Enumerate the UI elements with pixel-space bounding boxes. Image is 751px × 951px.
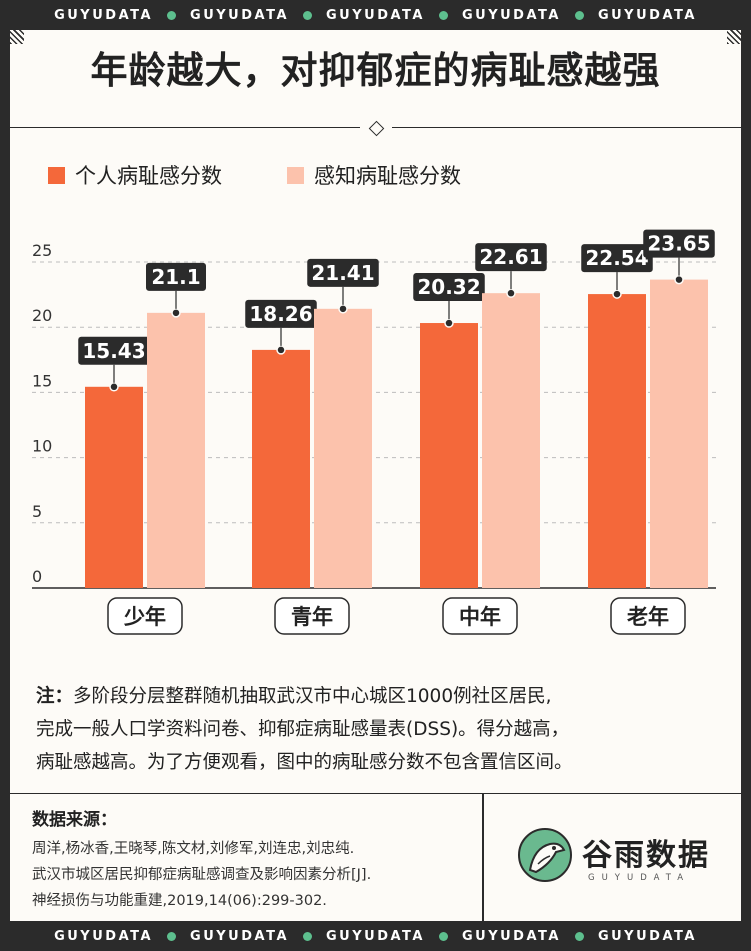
category-pill: [442, 597, 518, 635]
chart-card: 年龄越大，对抑郁症的病耻感越强 个人病耻感分数 感知病耻感分数 0 5 10 15 20…: [10, 30, 741, 921]
dot-icon: [574, 931, 584, 941]
strip-text: GUYUDATA: [597, 928, 697, 944]
strip-text: GUYUDATA: [190, 7, 290, 23]
strip-text: GUYUDATA: [326, 7, 425, 23]
bird-icon: [518, 828, 572, 882]
data-label-box: [245, 299, 317, 328]
bar: [420, 323, 478, 588]
source-line: 神经损伤与功能重建,2019,14(06):299-302.: [32, 893, 327, 909]
category-pill: [107, 597, 183, 635]
data-label: 23.65: [647, 232, 710, 256]
data-label: 22.61: [479, 245, 542, 269]
bar: [588, 294, 646, 588]
corner-hatch: [727, 30, 741, 44]
logo-name: 谷雨数据: [582, 838, 710, 873]
data-label: 15.43: [82, 339, 145, 363]
data-marker: [674, 274, 684, 285]
strip-text: GUYUDATA: [190, 928, 290, 944]
data-label: 18.26: [249, 302, 312, 326]
data-label: 21.41: [311, 261, 374, 285]
note-line: 病耻感越高。为了方便观看，图中的病耻感分数不包含置信区间。: [36, 752, 573, 773]
dot-icon: [303, 10, 313, 20]
data-label-box: [146, 262, 206, 291]
bar: [252, 349, 310, 588]
legend-label: 个人病耻感分数: [75, 164, 222, 188]
footer-divider: [482, 793, 484, 921]
data-marker: [109, 382, 119, 392]
x-tick-label: 青年: [291, 605, 333, 629]
y-tick-label: 15: [32, 371, 52, 390]
bar: [314, 308, 372, 588]
x-tick-label: 中年: [459, 605, 501, 629]
strip-text: GUYUDATA: [461, 928, 561, 944]
category-pill: [274, 597, 350, 635]
divider: [10, 127, 360, 128]
corner-hatch: [10, 30, 24, 44]
source-title: 数据来源：: [32, 810, 117, 830]
data-marker: [506, 288, 516, 298]
divider: [392, 127, 741, 128]
dot-icon: [574, 10, 584, 20]
bar: [147, 312, 205, 588]
note-label: 注：: [36, 686, 74, 707]
bar: [650, 279, 708, 588]
top-brand-strip: GUYUDATA GUYUDATA GUYUDATA GUYUDATA GUYU…: [0, 0, 751, 30]
y-tick-label: 5: [32, 502, 42, 521]
legend-swatch: [287, 166, 304, 184]
strip-text: GUYUDATA: [54, 7, 154, 23]
y-tick-label: 20: [32, 306, 52, 325]
y-tick-label: 25: [32, 241, 52, 260]
data-label-box: [643, 229, 715, 258]
note-line: 完成一般人口学资料问卷、抑郁症病耻感量表(DSS)。得分越高，: [36, 719, 570, 740]
y-tick-label: 10: [32, 437, 52, 456]
logo-sub: GUYUDATA: [588, 873, 691, 883]
note-line: 多阶段分层整群随机抽取武汉市中心城区1000例社区居民,: [73, 686, 552, 707]
data-marker: [444, 318, 454, 328]
bar: [482, 293, 540, 588]
dot-icon: [303, 931, 313, 941]
data-label-box: [78, 336, 150, 365]
strip-text: GUYUDATA: [461, 7, 561, 23]
data-marker: [338, 304, 348, 314]
dot-icon: [438, 931, 448, 941]
dot-icon: [438, 10, 448, 20]
data-marker: [276, 345, 286, 355]
source-line: 周洋,杨冰香,王晓琴,陈文材,刘修军,刘连忠,刘忠纯.: [32, 841, 355, 857]
x-tick-label: 少年: [123, 605, 166, 629]
footer: [10, 793, 741, 922]
bottom-brand-strip: GUYUDATA GUYUDATA GUYUDATA GUYUDATA GUYU…: [0, 921, 751, 951]
bar: [85, 386, 143, 588]
dot-icon: [167, 10, 177, 20]
data-label: 20.32: [417, 275, 480, 299]
legend-label: 感知病耻感分数: [314, 164, 461, 188]
data-label: 22.54: [585, 246, 648, 270]
y-tick-label: 0: [32, 567, 42, 586]
page-title: 年龄越大，对抑郁症的病耻感越强: [90, 49, 661, 92]
data-marker: [171, 308, 181, 318]
bar-chart: 0 5 10 15 20 25 15.43 21.1 少年 18.26 21.41 青年 20.32 22…: [32, 229, 716, 635]
category-pill: [610, 597, 686, 635]
strip-text: GUYUDATA: [326, 928, 425, 944]
strip-text: GUYUDATA: [54, 928, 154, 944]
data-label-box: [413, 273, 485, 302]
legend-item-perceived: 感知病耻感分数: [287, 160, 461, 190]
note: 注：多阶段分层整群随机抽取武汉市中心城区1000例社区居民, 完成一般人口学资料…: [36, 680, 726, 779]
data-label-box: [475, 243, 547, 272]
legend-swatch: [48, 166, 65, 184]
source-line: 武汉市城区居民抑郁症病耻感调查及影响因素分析[J].: [32, 867, 372, 883]
x-tick-label: 老年: [627, 605, 669, 629]
data-marker: [612, 289, 622, 299]
legend-item-personal: 个人病耻感分数: [48, 160, 222, 190]
data-label-box: [307, 258, 379, 287]
data-label: 21.1: [151, 265, 200, 289]
strip-text: GUYUDATA: [597, 7, 697, 23]
dot-icon: [167, 931, 177, 941]
data-label-box: [581, 244, 653, 273]
